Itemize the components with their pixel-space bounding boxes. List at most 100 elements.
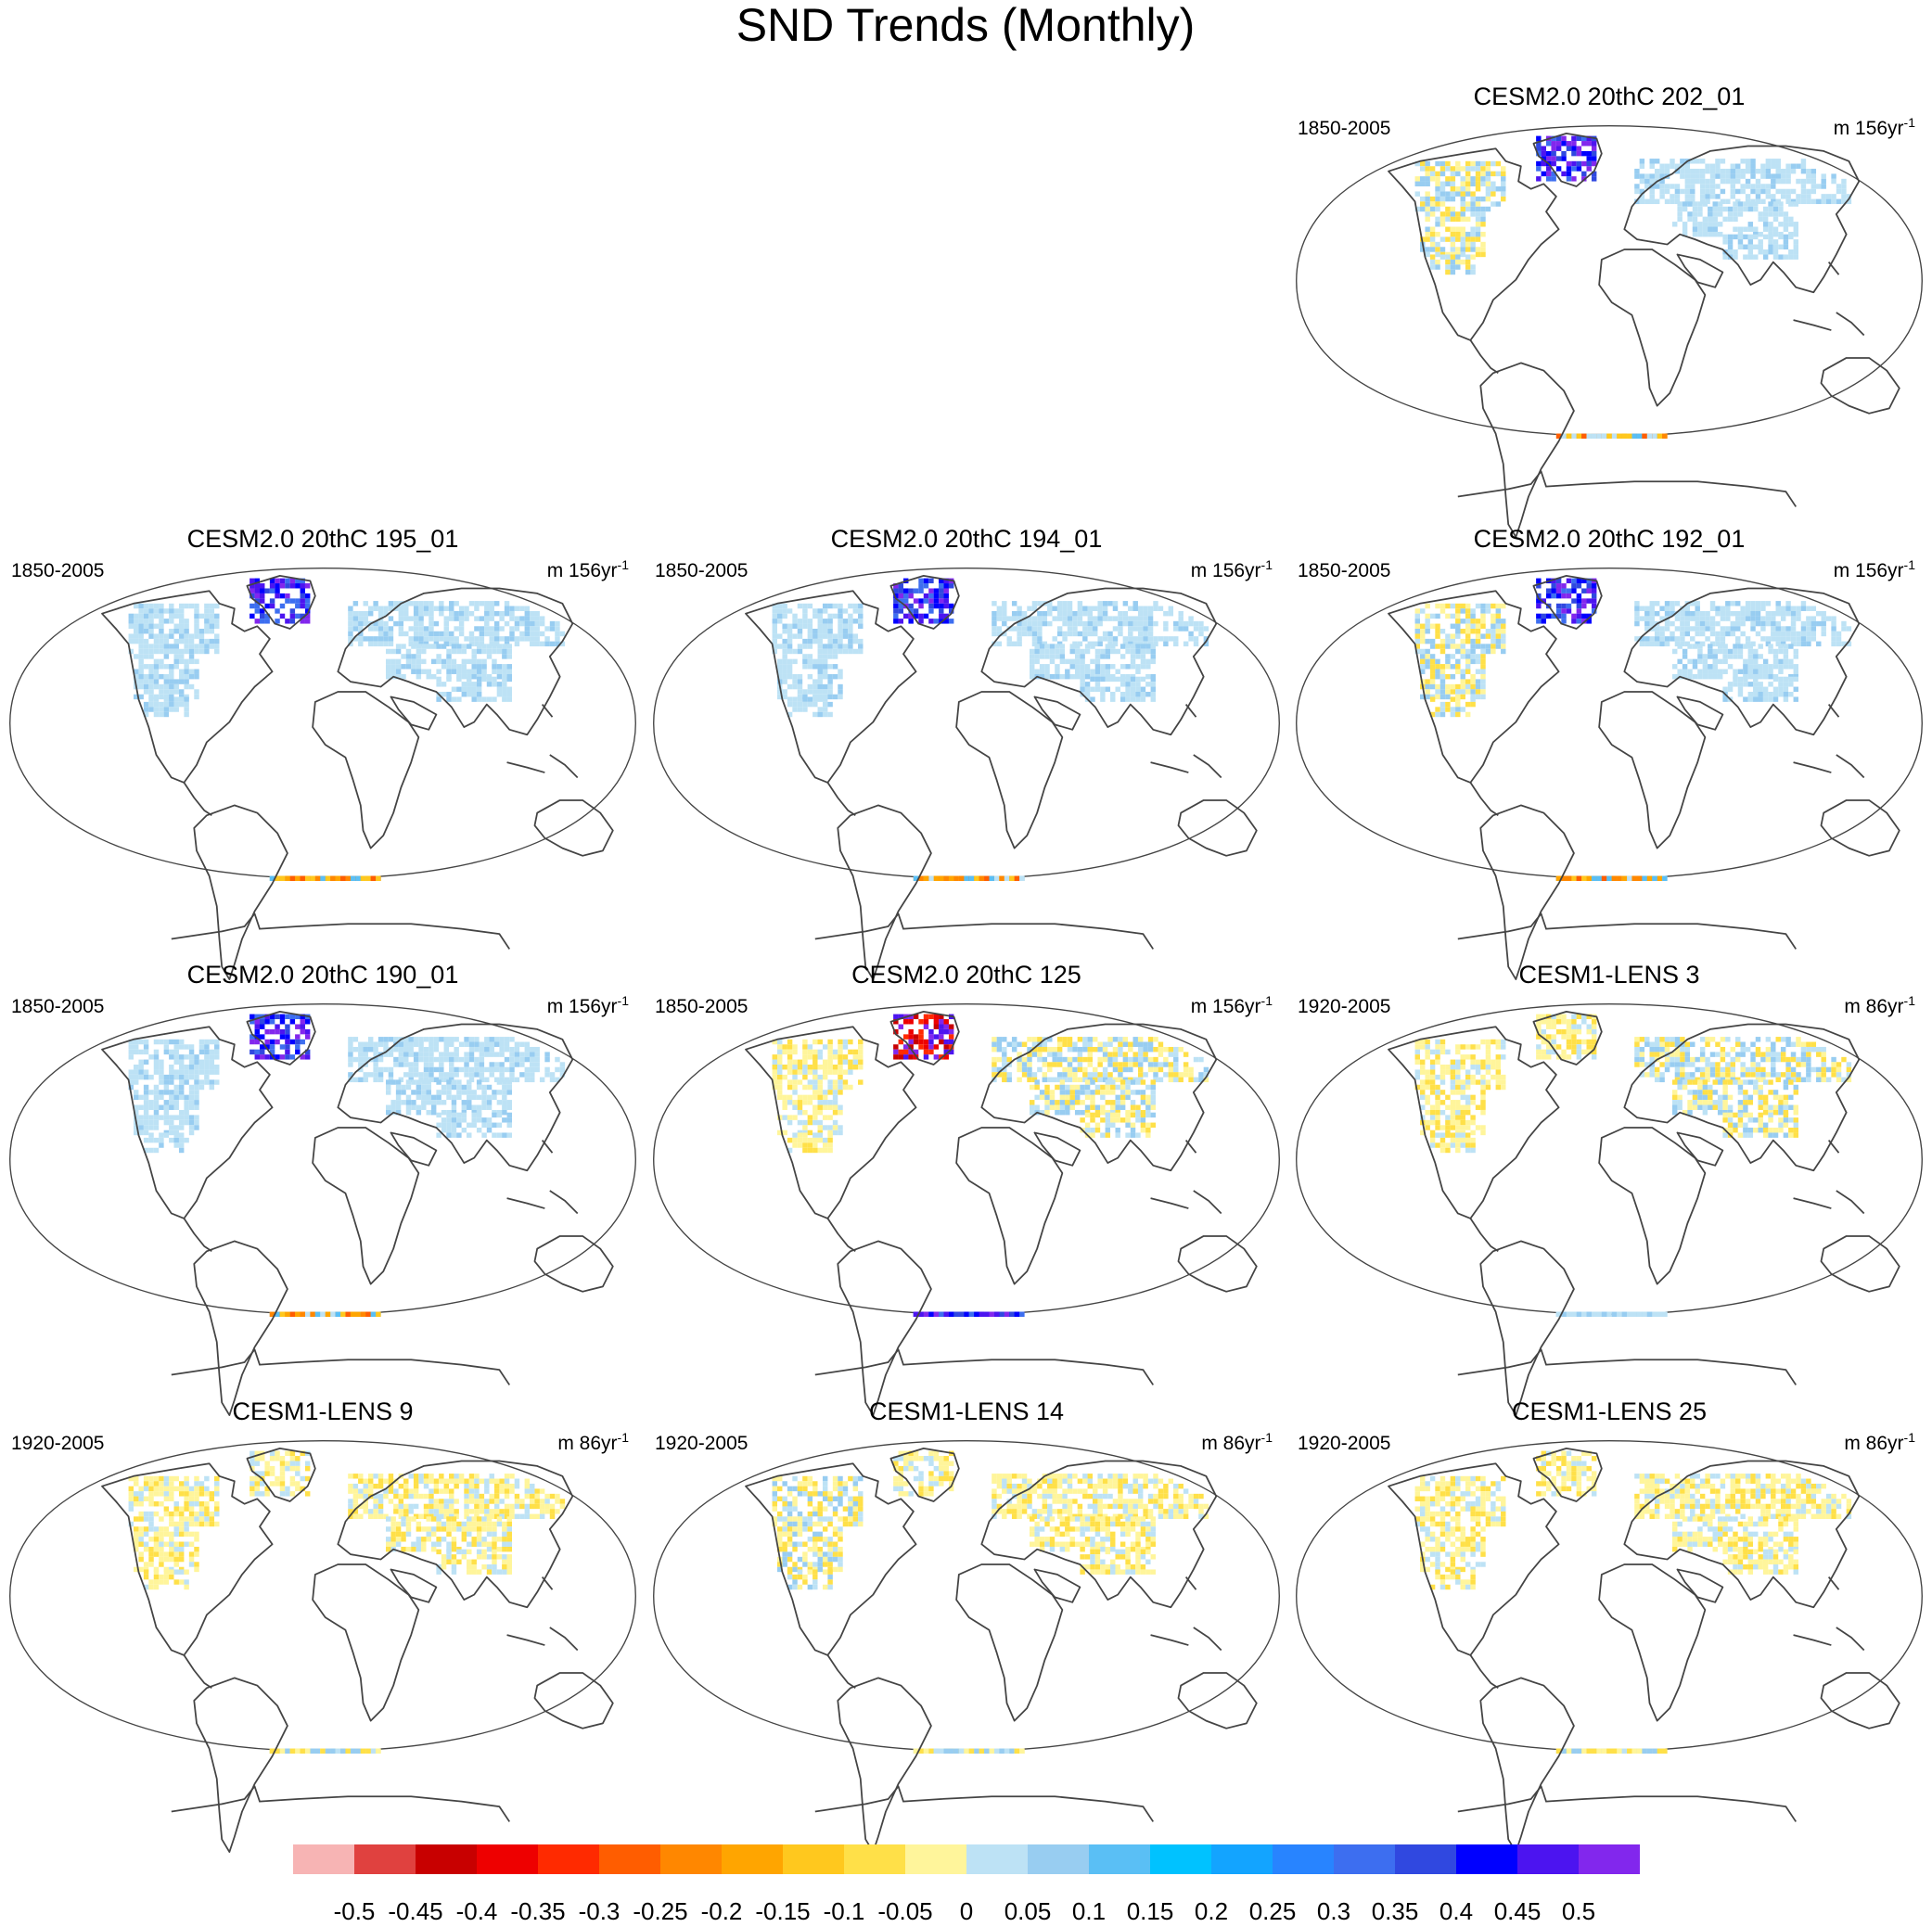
heatmap-cell [1841,188,1847,195]
heatmap-cell [159,619,164,624]
heatmap-cell [802,1100,808,1105]
heatmap-cell [1551,146,1556,151]
heatmap-cell [514,1052,520,1057]
heatmap-cell [852,1065,859,1070]
heatmap-cell [1115,1112,1120,1118]
heatmap-cell [1793,696,1798,702]
heatmap-cell [1627,433,1632,439]
heatmap-cell [530,620,535,627]
heatmap-cell [1699,159,1706,164]
heatmap-cell [1780,626,1786,632]
heatmap-cell [169,1129,174,1136]
heatmap-cell [1465,247,1471,252]
heatmap-cell [1576,613,1582,619]
heatmap-cell [506,1112,512,1118]
heatmap-cell [832,603,838,609]
heatmap-cell [1042,620,1048,627]
heatmap-cell [1082,1066,1088,1073]
heatmap-cell [269,1019,275,1025]
heatmap-cell [1069,664,1075,670]
heatmap-cell [194,669,199,674]
heatmap-cell [476,1117,482,1123]
heatmap-cell [1541,598,1546,604]
heatmap-cell [1455,211,1461,217]
heatmap-cell [1708,654,1713,659]
heatmap-cell [1480,166,1486,172]
heatmap-cell [1059,1109,1066,1116]
heatmap-cell [481,644,487,649]
heatmap-cell [153,669,160,674]
heatmap-cell [1712,206,1718,212]
heatmap-cell [143,654,149,659]
heatmap-cell [1670,610,1675,617]
heatmap-cell [1586,578,1592,584]
heatmap-cell [474,616,480,621]
heatmap-cell [1775,173,1781,179]
heatmap-cell [1450,236,1456,242]
heatmap-cell [1702,669,1708,674]
heatmap-cell [1039,648,1045,655]
heatmap-cell [1536,578,1542,584]
heatmap-cell [1684,184,1691,189]
heatmap-cell [383,641,389,647]
heatmap-cell [188,1129,195,1136]
heatmap-cell [1571,160,1577,167]
heatmap-cell [1760,163,1766,169]
heatmap-cell [1793,664,1798,670]
heatmap-cell [812,1090,818,1095]
heatmap-cell [188,638,195,644]
heatmap-cell [134,1125,139,1130]
heatmap-cell [1450,206,1456,212]
heatmap-cell [797,1059,803,1065]
heatmap-cell [275,1039,280,1045]
heatmap-cell [1128,616,1133,621]
heatmap-cell [373,1066,378,1073]
heatmap-cell [827,689,833,695]
heatmap-cell [1705,198,1710,205]
heatmap-cell [1183,1062,1189,1067]
heatmap-cell [1193,1077,1199,1083]
heatmap-cell [1793,222,1798,227]
heatmap-cell [1475,689,1481,695]
heatmap-cell [1735,620,1741,627]
heatmap-cell [423,636,429,642]
heatmap-cell [1649,606,1655,611]
heatmap-cell [948,1034,954,1040]
heatmap-cell [1080,676,1085,683]
heatmap-cell [1147,636,1154,642]
heatmap-cell [1082,626,1088,632]
heatmap-cell [1125,1112,1131,1118]
heatmap-cell [454,1052,459,1057]
heatmap-cell [559,1072,566,1078]
heatmap-cell [514,636,520,642]
heatmap-cell [289,619,296,624]
heatmap-cell [838,1069,843,1075]
heatmap-cell [138,1065,144,1070]
heatmap-cell [204,648,210,655]
heatmap-cell [441,658,447,665]
heatmap-cell [1697,654,1703,659]
heatmap-cell [1674,601,1681,606]
heatmap-cell [456,1084,462,1091]
heatmap-cell [1027,626,1032,632]
heatmap-cell [1470,689,1476,695]
heatmap-cell [848,613,853,619]
heatmap-cell [838,689,843,695]
heatmap-cell [1480,160,1486,167]
heatmap-cell [1090,658,1095,665]
heatmap-cell [1551,135,1556,142]
heatmap-cell [1074,664,1081,670]
heatmap-cell [454,1046,459,1053]
heatmap-cell [807,696,813,702]
heatmap-cell [1747,206,1754,212]
heatmap-cell [1112,1062,1119,1067]
heatmap-cell [1107,641,1113,647]
heatmap-cell [1470,658,1476,665]
heatmap-cell [388,601,394,606]
heatmap-cell [1745,616,1751,621]
heatmap-cell [1100,696,1106,702]
heatmap-cell [822,603,828,609]
heatmap-cell [827,619,833,624]
heatmap-cell [446,1128,452,1133]
heatmap-cell [476,648,482,655]
